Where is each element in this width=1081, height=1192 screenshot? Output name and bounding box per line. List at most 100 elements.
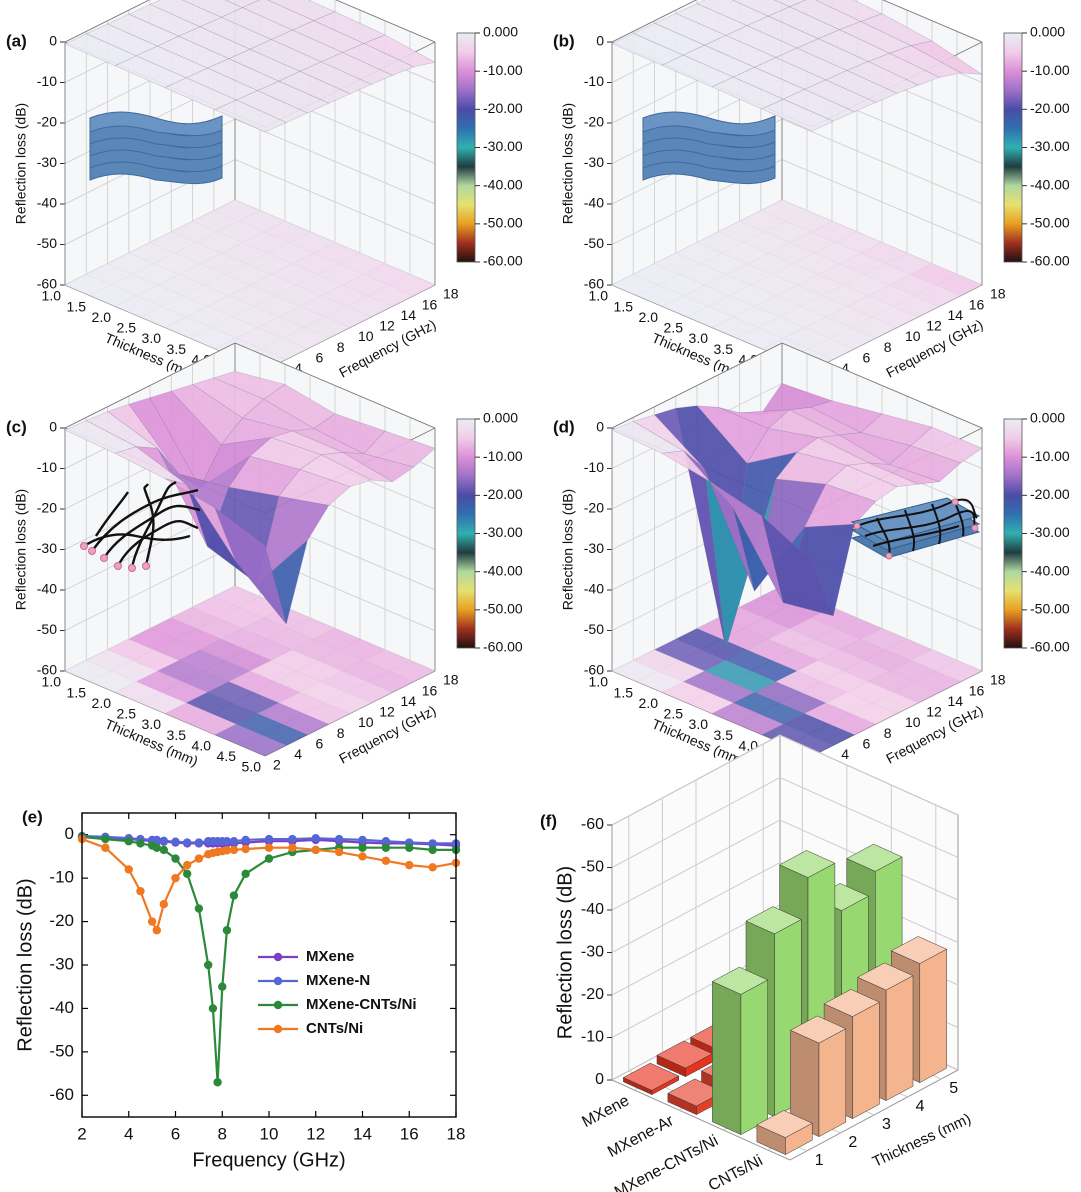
floor-contour	[128, 242, 200, 275]
surface-patch	[888, 445, 962, 483]
point	[288, 834, 297, 844]
surface-patch	[825, 70, 898, 103]
particle	[951, 498, 959, 506]
point	[222, 926, 232, 935]
point	[428, 863, 437, 872]
x-tick-label: 14	[353, 1124, 372, 1143]
floor-contour	[313, 628, 385, 661]
bar-front	[852, 1001, 880, 1120]
floor-contour	[178, 649, 250, 682]
floor-contour	[847, 295, 919, 328]
surface-patch	[888, 45, 962, 78]
z-tick-label: -50	[37, 235, 57, 251]
z-tick-label: -60	[584, 276, 604, 292]
floor-contour	[200, 639, 272, 671]
point	[194, 904, 204, 913]
floor-contour	[718, 221, 790, 254]
floor-contour	[213, 200, 285, 232]
point	[124, 837, 133, 846]
bar-top	[779, 850, 836, 878]
y-tick-label: -30	[49, 954, 74, 973]
frame	[781, 342, 983, 429]
point	[152, 843, 161, 852]
particle	[971, 524, 979, 532]
surface-patch	[342, 452, 415, 483]
floor-contour	[889, 274, 961, 307]
grid-line	[611, 734, 959, 826]
bar-front	[818, 1028, 847, 1138]
floor-contour	[300, 681, 372, 714]
y-tick-label: 8	[337, 725, 345, 741]
floor-contour	[633, 263, 705, 296]
point	[213, 1078, 222, 1087]
point	[171, 854, 180, 863]
floor-contour	[775, 285, 847, 317]
particle	[885, 552, 893, 560]
z-tick-label: -30	[584, 540, 604, 556]
panel-label: (e)	[22, 807, 43, 826]
floor-contour	[860, 242, 932, 275]
point	[171, 837, 180, 846]
colorbar-tick-label: -20.00	[1030, 486, 1070, 502]
y-tick-label: 1	[815, 1152, 824, 1169]
point	[229, 845, 239, 855]
floor-contour	[789, 617, 861, 650]
y-tick-label: -10	[49, 868, 74, 887]
surface-patch	[803, 79, 877, 113]
point	[311, 845, 320, 855]
floor-contour	[868, 285, 940, 317]
point	[182, 869, 192, 878]
colorbar-tick-label: -50.00	[1030, 601, 1070, 617]
floor-contour	[654, 639, 726, 671]
tube	[102, 504, 201, 559]
bar-top	[857, 962, 914, 991]
x-tick-label: 2.0	[92, 695, 112, 711]
floor-contour	[762, 724, 834, 756]
legend-label: MXene-N	[306, 972, 370, 989]
point	[204, 960, 213, 970]
point	[264, 854, 274, 863]
panel-label: (f)	[540, 811, 557, 830]
floor-contour	[186, 306, 258, 339]
floor-contour	[739, 596, 811, 629]
x-tick-label: 2.0	[639, 695, 659, 711]
colorbar-tick-label: -40.00	[1030, 562, 1070, 578]
floor-contour	[363, 649, 435, 682]
floor-contour	[150, 617, 222, 650]
y-tick-label: 16	[422, 296, 438, 312]
floor-contour	[797, 660, 869, 693]
floor-contour	[171, 607, 243, 640]
point	[136, 886, 145, 896]
z-axis-label: Reflection loss (dB)	[554, 866, 576, 1039]
floor-contour	[662, 295, 734, 328]
floor-contour	[107, 253, 179, 285]
frame	[64, 0, 150, 43]
z-tick-label: -50	[37, 621, 57, 637]
x-axis-label: Frequency (GHz)	[192, 1149, 345, 1171]
z-tick-label: -60	[581, 816, 604, 833]
y-tick-label: 4	[294, 360, 302, 376]
z-tick-label: -30	[37, 154, 57, 170]
surface-patch	[825, 465, 898, 502]
floor-contour	[242, 617, 314, 650]
colorbar-tick-label: 0.000	[1030, 410, 1065, 426]
surface-patch	[278, 70, 351, 104]
x-tick-label: 3.0	[689, 330, 709, 346]
panel-c: 0 -10 -20 -30 -40 -50 -601.0 1.5 2.0 2.5 3.0 3.5 4.0…	[6, 342, 523, 775]
z-tick-label: 0	[49, 419, 57, 435]
point	[264, 834, 274, 844]
point	[381, 837, 391, 846]
inset-composite	[850, 497, 981, 560]
x-tick-label: 16	[400, 1124, 419, 1143]
x-tick-label: 1.0	[589, 674, 609, 690]
frame	[611, 342, 783, 429]
point	[334, 834, 344, 844]
z-tick-label: -60	[37, 276, 57, 292]
surface-patch	[299, 454, 373, 488]
y-tick-label: 8	[884, 339, 892, 355]
floor-contour	[697, 617, 769, 650]
floor-contour	[810, 221, 882, 254]
colorbar-tick-label: 0.000	[1030, 24, 1065, 40]
y-tick-label: 6	[863, 735, 871, 751]
floor-contour	[675, 242, 747, 275]
